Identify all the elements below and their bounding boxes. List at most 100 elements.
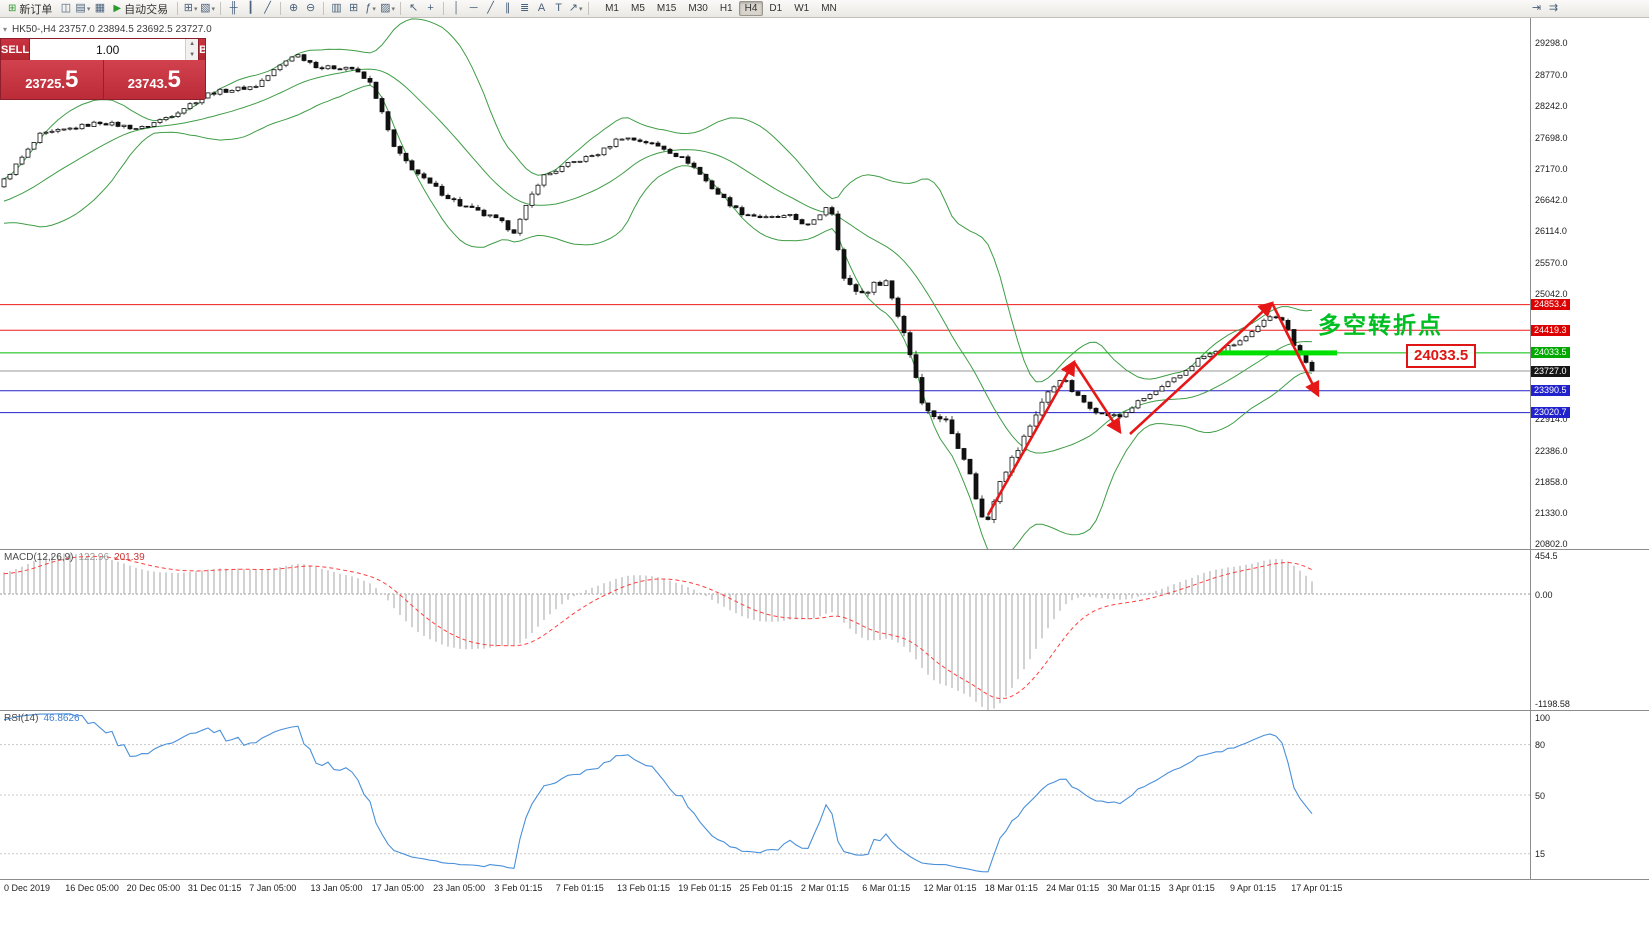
time-label: 13 Feb 01:15 <box>617 883 671 893</box>
crosshair-icon-button[interactable]: + <box>422 1 439 17</box>
text-label-icon-button[interactable]: T <box>550 1 567 17</box>
timeframe-mn-button[interactable]: MN <box>821 3 837 14</box>
bid-price[interactable]: 23725. 5 <box>1 60 104 99</box>
horizontal-line-icon-button[interactable]: ─ <box>465 1 482 17</box>
volume-down-icon[interactable]: ▼ <box>186 49 199 60</box>
zoom-in-icon-button[interactable]: ⊕ <box>285 1 302 17</box>
profiles-icon: ▤ <box>75 2 86 14</box>
time-label: 12 Mar 01:15 <box>923 883 977 893</box>
time-label: 31 Dec 01:15 <box>187 883 242 893</box>
bar-chart-icon: ╫ <box>229 2 238 14</box>
price-tick: 26114.0 <box>1535 225 1567 236</box>
oneclick-collapse-icon[interactable]: ▾ <box>3 25 8 34</box>
charts-window-icon-button[interactable]: ◫ <box>57 1 74 17</box>
panel-splitter[interactable] <box>0 710 1649 711</box>
market-watch-icon-button[interactable]: ▦ <box>91 1 108 17</box>
autotrading-play-icon: ▶ <box>113 2 122 14</box>
cursor-icon-button[interactable]: ↖ <box>405 1 422 17</box>
charts-window-icon: ◫ <box>60 2 72 14</box>
zoom-in-icon: ⊕ <box>288 2 299 14</box>
panel-splitter[interactable] <box>0 549 1649 550</box>
toolbar-group-tools: ⊞ ▾ ▧ ▾ ╫ ┃ ╱ ⊕ ⊖ ▥ ⊞ ƒ ▾ ▨ ▾ ↖ + │ ─ ╱ ∥ ≣ A T ↗ ▾ <box>173 1 593 17</box>
macd-scale-label: 0.00 <box>1535 589 1553 600</box>
new-chart-icon-button[interactable]: ⊞ ▾ <box>182 1 199 17</box>
toolbar-separator <box>220 2 222 15</box>
chart-area[interactable]: ▾ HK50-,H4 23757.0 23894.5 23692.5 23727… <box>0 18 1530 549</box>
rsi-panel[interactable] <box>0 711 1530 879</box>
chart-profiles-icon-button[interactable]: ▧ ▾ <box>199 1 216 17</box>
price-tick: 21330.0 <box>1535 507 1568 518</box>
text-icon: A <box>537 2 546 14</box>
time-axis[interactable]: 0 Dec 2019 16 Dec 05:00 20 Dec 05:00 31 Dec… <box>0 880 1530 897</box>
new-chart-icon: ⊞ <box>183 2 193 14</box>
tile-windows-icon-button[interactable]: ▥ <box>328 1 345 17</box>
sell-button[interactable]: SELL <box>1 39 31 60</box>
timeframe-m30-button[interactable]: M30 <box>688 3 708 14</box>
profiles-icon-button[interactable]: ▤ ▾ <box>74 1 91 17</box>
candlestick-chart[interactable] <box>0 18 1530 549</box>
auto-scroll-icon: ⇉ <box>1548 2 1559 14</box>
chevron-down-icon: ▾ <box>86 5 91 13</box>
new-order-button[interactable]: ⊞ 新订单 <box>3 1 57 17</box>
indicators-icon-button[interactable]: ƒ ▾ <box>362 1 379 17</box>
channel-icon: ∥ <box>504 2 511 14</box>
line-chart-icon-button[interactable]: ╱ <box>259 1 276 17</box>
toolbar: ⊞ 新订单 ◫ ▤ ▾ ▦ ▶ 自动交易 ⊞ ▾ ▧ ▾ ╫ ┃ ╱ ⊕ ⊖ ▥ ⊞ ƒ ▾ ▨ ▾ ↖ + │ ─ ╱ ∥ ≣… <box>0 0 1649 18</box>
text-icon-button[interactable]: A <box>533 1 550 17</box>
macd-scale-label: 454.5 <box>1535 551 1558 561</box>
arrow-object-icon-button[interactable]: ↗ ▾ <box>567 1 584 17</box>
timeframe-h1-button[interactable]: H1 <box>719 3 733 14</box>
candlestick-icon-button[interactable]: ┃ <box>242 1 259 17</box>
rsi-name: RSI(14) <box>4 713 39 724</box>
time-label: 23 Jan 05:00 <box>433 883 486 893</box>
timeframe-m1-button[interactable]: M1 <box>605 3 619 14</box>
time-label: 25 Feb 01:15 <box>739 883 793 893</box>
timeframe-h4-button[interactable]: H4 <box>738 1 764 16</box>
autotrading-button[interactable]: ▶ 自动交易 <box>108 1 173 17</box>
timeframe-d1-button[interactable]: D1 <box>769 3 783 14</box>
buy-button[interactable]: BUY <box>198 39 205 60</box>
line-chart-icon: ╱ <box>264 2 271 14</box>
auto-scroll-icon-button[interactable]: ⇉ <box>1545 1 1562 17</box>
price-digits: 23743. <box>127 76 168 91</box>
panel-splitter[interactable] <box>0 879 1649 880</box>
zoom-out-icon-button[interactable]: ⊖ <box>302 1 319 17</box>
templates-icon-button[interactable]: ▨ ▾ <box>379 1 396 17</box>
time-label: 17 Jan 05:00 <box>371 883 424 893</box>
text-label-icon: T <box>555 2 562 14</box>
chevron-down-icon: ▾ <box>578 5 583 13</box>
toolbar-separator <box>443 2 445 15</box>
time-label: 7 Feb 01:15 <box>555 883 604 893</box>
trendline-icon-button[interactable]: ╱ <box>482 1 499 17</box>
bar-chart-icon-button[interactable]: ╫ <box>225 1 242 17</box>
timeframe-w1-button[interactable]: W1 <box>794 3 810 14</box>
toolbar-separator <box>588 2 590 15</box>
fibonacci-icon-button[interactable]: ≣ <box>516 1 533 17</box>
timeframe-m15-button[interactable]: M15 <box>656 3 677 14</box>
time-label: 16 Dec 05:00 <box>65 883 119 893</box>
macd-panel[interactable] <box>0 550 1530 710</box>
channel-icon-button[interactable]: ∥ <box>499 1 516 17</box>
price-line-label: 23727.0 <box>1531 365 1570 377</box>
timeframe-toolbar: M1 M5 M15 M30 H1 H4 D1 W1 MN <box>599 1 843 16</box>
time-label: 13 Jan 05:00 <box>310 883 363 893</box>
price-tick: 22386.0 <box>1535 445 1568 456</box>
volume-input[interactable] <box>30 39 186 60</box>
timeframe-m5-button[interactable]: M5 <box>631 3 645 14</box>
price-tick: 21858.0 <box>1535 476 1568 487</box>
time-label: 2 Mar 01:15 <box>800 883 849 893</box>
grid-icon-button[interactable]: ⊞ <box>345 1 362 17</box>
chart-shift-icon-button[interactable]: ⇥ <box>1528 1 1545 17</box>
price-big-digit: 5 <box>64 65 79 93</box>
ask-price[interactable]: 23743. 5 <box>104 60 206 99</box>
price-axis[interactable]: 29298.0 28770.0 28242.0 27698.0 27170.0 26642… <box>1530 18 1649 879</box>
rsi-scale-label: 100 <box>1535 713 1551 723</box>
vertical-line-icon: │ <box>453 2 461 14</box>
time-label: 18 Mar 01:15 <box>984 883 1038 893</box>
volume-up-icon[interactable]: ▲ <box>186 39 199 50</box>
zoom-out-icon: ⊖ <box>305 2 316 14</box>
toolbar-separator <box>177 2 179 15</box>
vertical-line-icon-button[interactable]: │ <box>448 1 465 17</box>
price-tick: 22914.0 <box>1535 414 1568 425</box>
indicators-icon: ƒ <box>365 2 372 14</box>
